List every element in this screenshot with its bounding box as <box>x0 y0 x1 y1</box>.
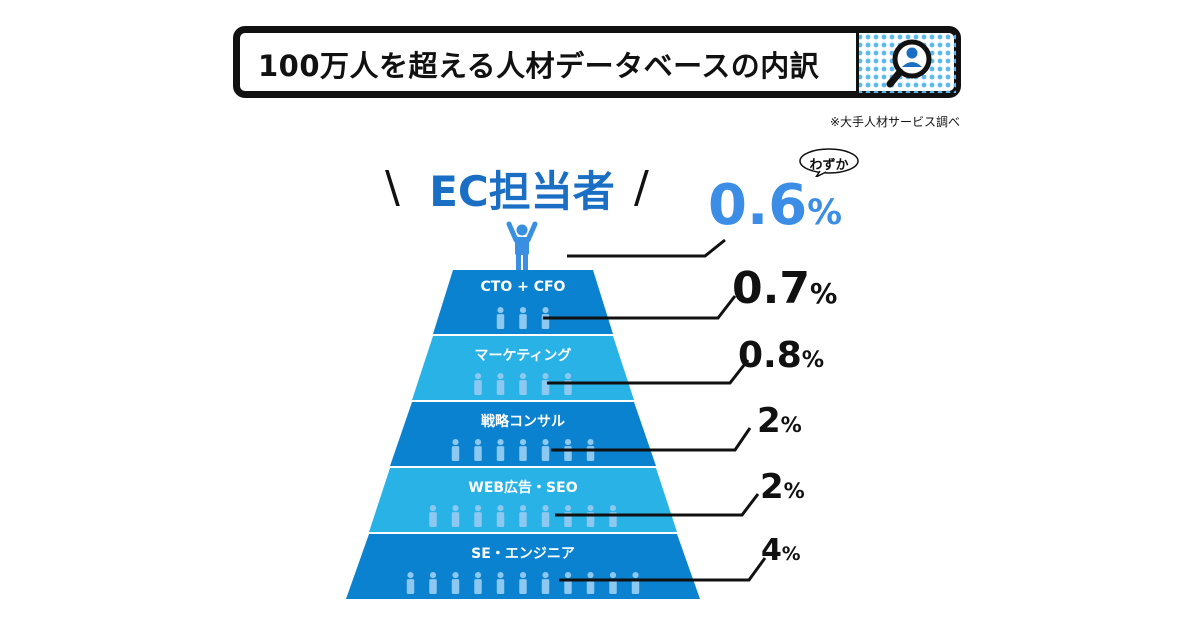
tier-percentage: 0.7% <box>732 263 838 314</box>
person-icon <box>451 572 460 594</box>
leader-line <box>555 493 760 517</box>
tier-label: SE・エンジニア <box>471 546 575 562</box>
slash-left-decoration: \ <box>385 162 400 213</box>
tier-percentage: 2% <box>757 401 802 441</box>
person-icon <box>496 373 505 395</box>
tier-percentage: 2% <box>760 467 805 507</box>
tier-label: 戦略コンサル <box>481 414 565 430</box>
tier-percentage: 0.8% <box>738 335 825 376</box>
leader-line <box>559 557 767 582</box>
person-icon <box>631 572 640 594</box>
person-icon <box>496 439 505 461</box>
tier-label: WEB広告・SEO <box>468 480 578 496</box>
person-icon <box>541 505 550 527</box>
tier-label: CTO + CFO <box>480 279 566 295</box>
person-icon <box>519 373 527 395</box>
person-icon <box>474 373 482 395</box>
person-icon <box>474 439 482 461</box>
person-icon <box>541 439 550 461</box>
person-icon <box>474 572 482 594</box>
search-icon <box>856 33 956 93</box>
speech-bubble-icon <box>799 148 859 177</box>
person-icon <box>519 572 527 594</box>
person-icon <box>586 572 595 594</box>
person-icon <box>451 505 460 527</box>
person-icon <box>474 505 482 527</box>
person-icon <box>496 572 505 594</box>
person-icon <box>541 572 550 594</box>
person-icon <box>406 572 415 594</box>
leader-line <box>543 295 737 320</box>
person-icon <box>519 307 527 329</box>
person-icon <box>429 572 437 594</box>
leader-line <box>547 359 750 385</box>
person-icon <box>519 439 527 461</box>
person-icon <box>564 572 572 594</box>
slash-right-decoration: / <box>634 162 649 213</box>
person-icon <box>451 439 460 461</box>
page-title: 100万人を超える人材データベースの内訳 <box>258 49 820 83</box>
search-bar <box>233 26 961 98</box>
leader-line <box>567 238 726 258</box>
bubble-text: わずか <box>809 158 849 173</box>
tier-percentage: 4% <box>761 533 801 568</box>
person-icon <box>429 505 437 527</box>
ec-person-icon <box>506 221 538 270</box>
leader-line <box>551 427 752 452</box>
person-icon <box>496 307 505 329</box>
source-note: ※大手人材サービス調べ <box>829 115 960 129</box>
highlight-label: EC担当者 <box>429 167 615 216</box>
highlight-percentage: 0.6% <box>708 173 842 238</box>
person-icon <box>496 505 505 527</box>
tier-label: マーケティング <box>474 348 572 364</box>
person-icon <box>519 505 527 527</box>
person-icon <box>609 572 617 594</box>
